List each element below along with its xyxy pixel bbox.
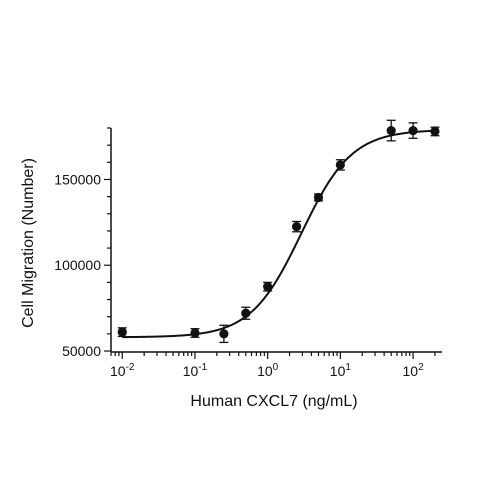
y-axis-title: Cell Migration (Number) — [20, 158, 37, 328]
data-point — [335, 160, 345, 170]
data-point — [408, 125, 418, 136]
x-tick-label: 100 — [257, 362, 279, 379]
x-tick-label: 10-1 — [183, 362, 208, 379]
x-tick-label: 10-2 — [110, 362, 135, 379]
data-point — [430, 126, 440, 137]
x-axis-title: Human CXCL7 (ng/mL) — [190, 393, 357, 410]
data-point — [386, 125, 396, 136]
x-tick-label: 101 — [330, 362, 352, 379]
x-tick-label: 102 — [402, 362, 424, 379]
data-point — [241, 308, 251, 318]
data-point — [117, 327, 127, 337]
y-tick-label: 150000 — [54, 171, 101, 187]
plot-area: 50000 100000 150000 10-2 10-1 100 101 102 — [54, 119, 442, 379]
y-tick-label: 100000 — [54, 257, 101, 273]
data-point — [219, 329, 229, 339]
y-tick-label: 50000 — [62, 343, 101, 359]
data-point — [190, 328, 200, 338]
fit-curve — [122, 129, 435, 339]
data-point — [313, 192, 324, 203]
data-point — [263, 282, 273, 292]
data-point — [291, 222, 302, 232]
